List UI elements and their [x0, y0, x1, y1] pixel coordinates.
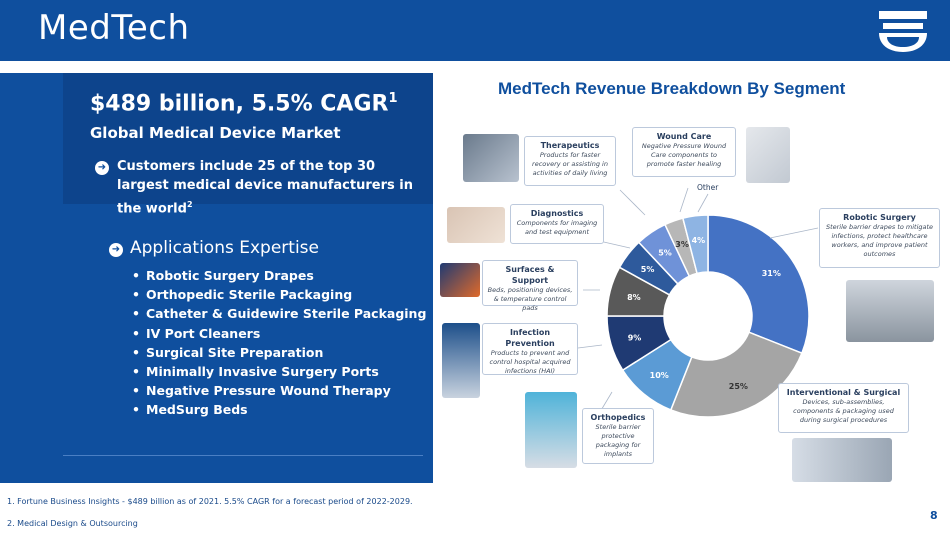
infection-prevention-product-image — [442, 323, 480, 398]
slice-value-label: 8% — [627, 293, 641, 302]
donut-slice — [707, 214, 810, 355]
orthopedics-product-image — [525, 392, 577, 468]
leader-line — [769, 227, 819, 239]
footnote: 1. Fortune Business Insights - $489 bill… — [7, 497, 413, 506]
callout-surfaces-support: Surfaces & Support Beds, positioning dev… — [482, 260, 578, 312]
page-number: 8 — [930, 509, 938, 522]
slice-value-label: 10% — [650, 371, 669, 380]
callout-description: Devices, sub-assemblies, components & pa… — [793, 398, 894, 424]
callout-description: Beds, positioning devices, & temperature… — [487, 286, 573, 312]
callout-title: Wound Care — [656, 132, 712, 141]
arrow-right-icon: ➜ — [95, 161, 109, 175]
market-size-subtitle: Global Medical Device Market — [90, 124, 341, 142]
slice-value-label: 5% — [658, 249, 672, 258]
list-item: Catheter & Guidewire Sterile Packaging — [132, 304, 426, 323]
header-bar — [0, 0, 950, 61]
customers-statement: Customers include 25 of the top 30 large… — [117, 159, 413, 217]
applications-list: Robotic Surgery Drapes Orthopedic Steril… — [132, 266, 426, 420]
callout-title: Surfaces & Support — [505, 265, 555, 285]
slice-value-label: 25% — [729, 382, 748, 391]
callout-title: Infection Prevention — [505, 328, 555, 348]
arrow-right-icon: ➜ — [109, 243, 123, 257]
callout-description: Sterile barrier drapes to mitigate infec… — [825, 223, 934, 258]
callout-description: Products for faster recovery or assistin… — [532, 151, 608, 177]
callout-infection-prevention: Infection Prevention Products to prevent… — [482, 323, 578, 375]
callout-title: Orthopedics — [590, 413, 646, 422]
list-item: Orthopedic Sterile Packaging — [132, 285, 426, 304]
list-item: Minimally Invasive Surgery Ports — [132, 362, 426, 381]
list-item: MedSurg Beds — [132, 400, 426, 419]
callout-therapeutics: Therapeutics Products for faster recover… — [524, 136, 616, 186]
divider — [63, 455, 423, 456]
callout-title: Robotic Surgery — [843, 213, 916, 222]
market-size-stat: $489 billion, 5.5% CAGR1 — [90, 91, 398, 117]
callout-diagnostics: Diagnostics Components for imaging and t… — [510, 204, 604, 244]
donut-slice — [681, 214, 709, 275]
footnote: 2. Medical Design & Outsourcing — [7, 519, 138, 528]
leader-line — [679, 187, 689, 213]
interventional-product-image — [792, 438, 892, 482]
list-item: Robotic Surgery Drapes — [132, 266, 426, 285]
callout-title: Therapeutics — [540, 141, 600, 150]
callout-description: Sterile barrier protective packaging for… — [595, 423, 641, 458]
callout-description: Components for imaging and test equipmen… — [516, 219, 598, 236]
slice-value-label: 4% — [692, 236, 706, 245]
callout-wound-care: Wound Care Negative Pressure Wound Care … — [632, 127, 736, 177]
slice-value-label: 3% — [675, 240, 689, 249]
diagnostics-product-image — [447, 207, 505, 243]
callout-interventional-surgical: Interventional & Surgical Devices, sub-a… — [778, 383, 909, 433]
wound-care-product-image — [746, 127, 790, 183]
robotic-surgery-product-image — [846, 280, 934, 342]
list-item: IV Port Cleaners — [132, 324, 426, 343]
company-logo — [879, 11, 927, 52]
surfaces-product-image — [440, 263, 480, 297]
list-item: Negative Pressure Wound Therapy — [132, 381, 426, 400]
callout-robotic-surgery: Robotic Surgery Sterile barrier drapes t… — [819, 208, 940, 268]
donut-slice — [669, 331, 803, 418]
page-title: MedTech — [38, 8, 190, 48]
callout-description: Negative Pressure Wound Care components … — [641, 142, 727, 168]
leader-line — [619, 189, 646, 216]
applications-heading: Applications Expertise — [130, 238, 319, 258]
callout-orthopedics: Orthopedics Sterile barrier protective p… — [582, 408, 654, 464]
slice-value-label: 31% — [762, 269, 781, 278]
market-stat-panel — [63, 73, 433, 204]
callout-other: Other — [697, 183, 719, 192]
slice-value-label: 5% — [641, 265, 655, 274]
callout-description: Products to prevent and control hospital… — [489, 349, 571, 375]
list-item: Surgical Site Preparation — [132, 343, 426, 362]
leader-line — [697, 193, 709, 213]
chart-title: MedTech Revenue Breakdown By Segment — [498, 79, 846, 98]
callout-title: Interventional & Surgical — [786, 388, 901, 397]
callout-title: Diagnostics — [530, 209, 584, 218]
leader-line — [577, 344, 603, 349]
slice-value-label: 9% — [628, 333, 642, 342]
therapeutics-product-image — [463, 134, 519, 182]
